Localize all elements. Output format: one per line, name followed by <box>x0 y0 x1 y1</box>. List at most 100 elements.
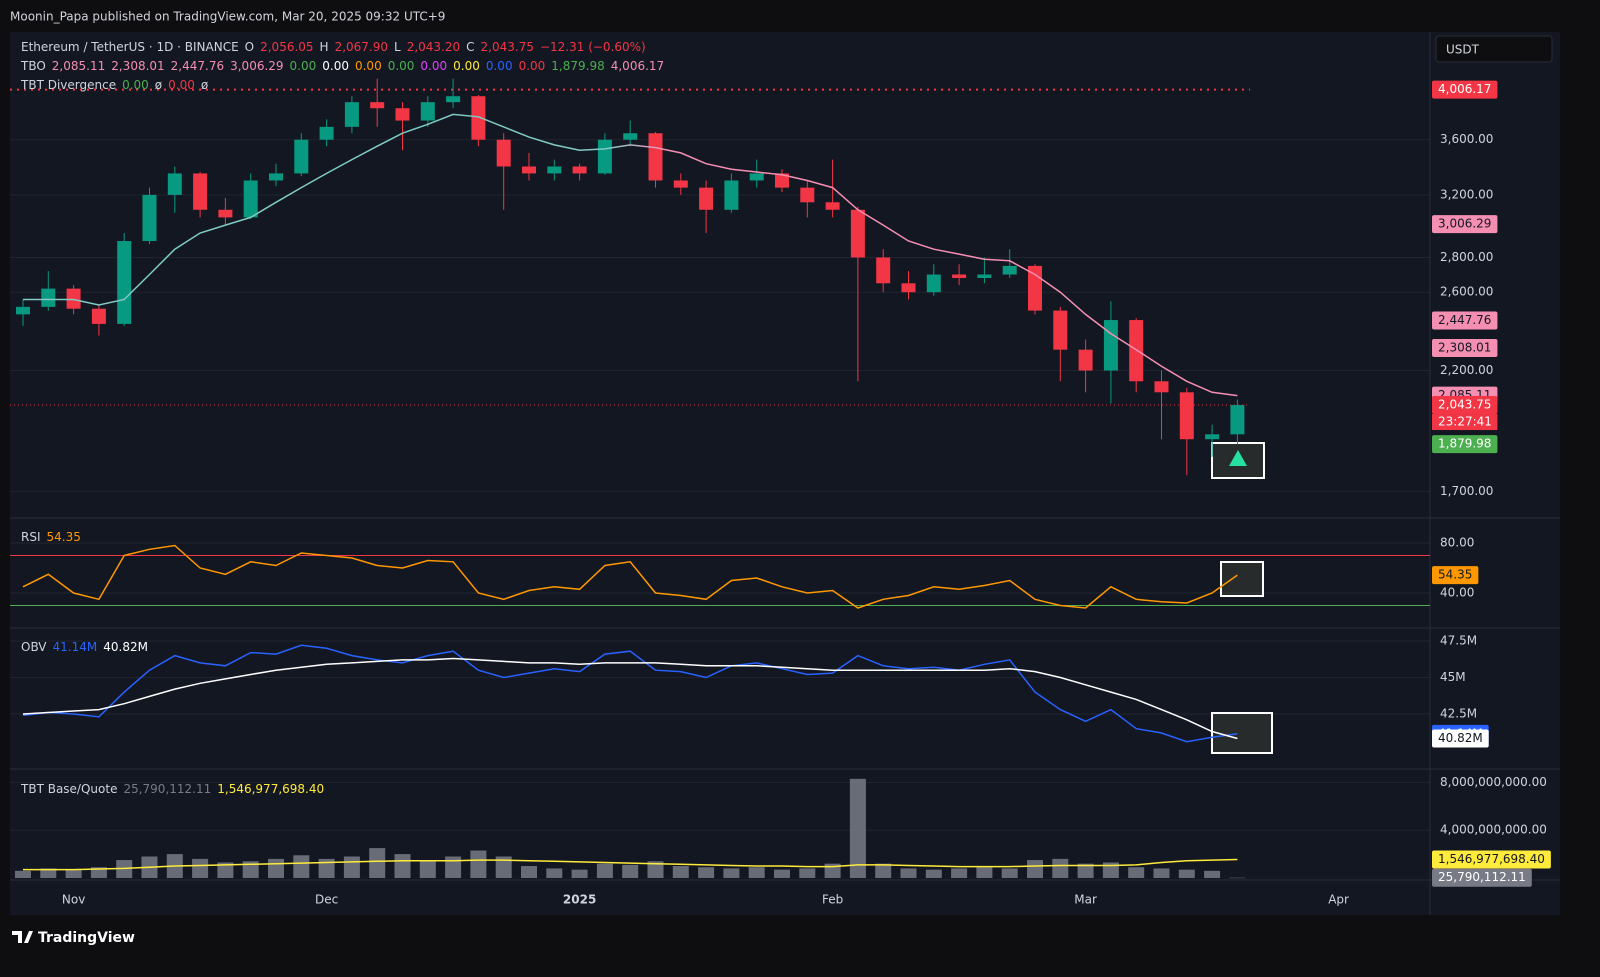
legend-item: −12.31 (−0.60%) <box>539 40 646 54</box>
candle-body <box>1205 434 1220 440</box>
volume-bar <box>369 848 386 878</box>
volume-bar <box>1077 863 1094 878</box>
x-tick-label: Dec <box>315 893 338 907</box>
legend-item: 1,546,977,698.40 <box>217 782 325 796</box>
legend-item: 4,006.17 <box>610 59 665 73</box>
volume-bar <box>698 867 715 878</box>
x-tick-label: 2025 <box>563 893 596 907</box>
y-tick-label: 3,200.00 <box>1440 187 1493 201</box>
volume-bar <box>774 869 790 878</box>
volume-bar <box>799 868 816 878</box>
volume-bar <box>672 866 689 878</box>
legend-item: 2,308.01 <box>111 59 165 73</box>
volume-bar <box>596 863 613 878</box>
currency-button[interactable] <box>1435 35 1553 63</box>
candle-body <box>1154 381 1169 393</box>
x-tick-label: Feb <box>822 893 843 907</box>
brand-name: TradingView <box>38 930 135 946</box>
legend-row: Ethereum / TetherUS · 1D · BINANCE O 2,056… <box>21 40 646 54</box>
candle-body <box>673 180 688 188</box>
legend-row: TBT Divergence 0.00 ø 0.00 ø <box>21 78 208 92</box>
candle-body <box>294 139 309 174</box>
candle-body <box>446 96 461 103</box>
price-tag <box>1432 80 1498 99</box>
legend-item: 0.00 <box>453 59 480 73</box>
candle-body <box>800 187 815 203</box>
pane-title: RSI <box>21 530 41 544</box>
series-line <box>22 657 1238 740</box>
volume-bar <box>1229 877 1246 879</box>
legend-item: 2,056.05 <box>260 40 314 54</box>
candle-body <box>142 194 157 242</box>
x-tick-label: Nov <box>62 893 85 907</box>
legend-item: 54.35 <box>46 530 81 544</box>
legend-item: 40.82M <box>103 640 148 654</box>
legend-row: RSI 54.35 <box>21 530 81 544</box>
volume-bar <box>723 868 740 878</box>
candle-body <box>775 173 789 188</box>
candle-body <box>167 173 182 195</box>
legend-item: L <box>394 40 401 54</box>
legend-item: 3,006.29 <box>230 59 284 73</box>
candle-body <box>319 126 334 140</box>
volume-bar <box>900 868 917 878</box>
volume-bar <box>546 868 563 878</box>
footer <box>0 915 1600 977</box>
volume-bar <box>394 854 411 878</box>
volume-bar <box>192 858 209 878</box>
countdown-label: 23:27:41 <box>1438 415 1492 429</box>
volume-bar <box>748 867 765 878</box>
y-tick-label: 4,000,000,000.00 <box>1440 823 1547 837</box>
volume-bar <box>90 867 107 878</box>
y-tick-label: 47.5M <box>1440 633 1477 647</box>
legend-item: Ethereum / TetherUS · 1D · BINANCE <box>21 40 239 54</box>
legend-item: 0.00 <box>322 59 349 73</box>
candle-body <box>16 306 30 315</box>
price-tag <box>1432 311 1498 330</box>
candle-body <box>66 288 81 309</box>
series-line <box>23 858 1238 871</box>
legend-row: TBT Base/Quote 25,790,112.11 1,546,977,698… <box>21 782 324 796</box>
y-tick-label: 45M <box>1440 670 1466 684</box>
legend-item: 0.00 <box>354 59 382 73</box>
volume-bar <box>1153 868 1170 878</box>
countdown-tag <box>1432 414 1498 431</box>
candle-body <box>926 274 941 293</box>
price-tag <box>1432 729 1489 748</box>
candle-body <box>724 180 739 210</box>
legend-item: 2,067.90 <box>334 40 389 54</box>
candle-body <box>597 139 612 174</box>
legend-item: ø <box>200 78 209 92</box>
candle-body <box>193 173 208 210</box>
legend-item: H <box>319 40 329 54</box>
candle-body <box>952 274 967 279</box>
legend-row: TBO 2,085.11 2,308.01 2,447.76 3,006.29 0.00 0… <box>21 59 664 73</box>
candle-body <box>269 173 283 181</box>
volume-bar <box>925 869 942 878</box>
legend-item: ø <box>154 78 163 92</box>
series-line <box>22 544 1238 609</box>
volume-bar <box>343 856 360 878</box>
price-tag-label: 1,546,977,698.40 <box>1438 852 1545 866</box>
candle-body <box>395 108 410 121</box>
price-tag <box>1432 396 1498 415</box>
legend-item: 2,085.11 <box>51 59 106 73</box>
price-tag-label: 1,879.98 <box>1438 437 1491 451</box>
candle-body <box>344 102 359 127</box>
legend-item: 2,043.20 <box>406 40 461 54</box>
y-tick-label: 8,000,000,000.00 <box>1440 775 1547 789</box>
candle-body <box>496 139 511 167</box>
volume-bar <box>976 867 993 878</box>
volume-bar <box>318 858 335 878</box>
volume-bar <box>1001 868 1018 878</box>
price-tag-label: 2,043.75 <box>1438 398 1491 412</box>
legend-item: 0.00 <box>485 59 513 73</box>
legend-item: 0.00 <box>122 78 149 92</box>
candle-body <box>648 133 663 181</box>
candle-body <box>243 180 258 218</box>
y-tick-label: 80.00 <box>1440 536 1474 550</box>
x-tick-label: Mar <box>1074 893 1097 907</box>
candle-body <box>749 173 764 181</box>
currency-label: USDT <box>1446 43 1480 57</box>
legend-item: TBO <box>21 59 46 73</box>
